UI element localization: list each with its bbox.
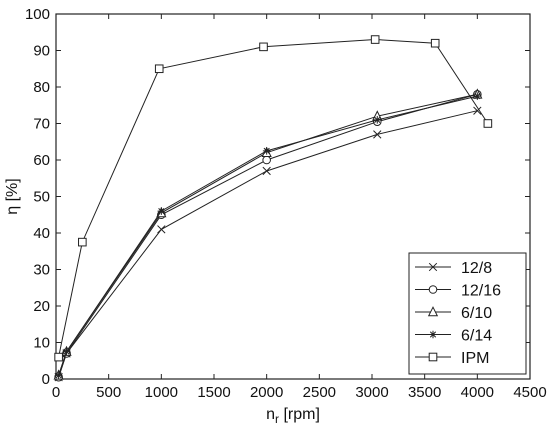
data-point <box>483 119 493 128</box>
series-line <box>58 95 478 376</box>
data-point <box>370 35 380 44</box>
x-tick-label: 2000 <box>250 384 283 401</box>
legend-label: IPM <box>461 350 489 367</box>
data-point <box>262 147 271 155</box>
data-point <box>262 155 271 165</box>
data-point <box>54 352 63 362</box>
legend-marker <box>428 352 438 362</box>
x-tick-label: 4000 <box>461 384 494 401</box>
y-tick-label: 10 <box>33 335 50 352</box>
x-tick-label: 500 <box>96 384 121 401</box>
legend-marker <box>428 285 438 294</box>
y-axis-label: η [%] <box>4 178 21 214</box>
y-tick-label: 90 <box>33 43 50 60</box>
x-tick-label: 4500 <box>513 384 546 401</box>
x-tick-label: 3000 <box>355 384 388 401</box>
data-point <box>373 130 382 139</box>
data-point <box>62 347 71 356</box>
legend-marker <box>429 330 437 339</box>
data-point <box>54 371 63 380</box>
axes-layer: 0 500 1000 1500 2000 2500 3000 3500 4000 4500 0 10 2… <box>4 6 547 426</box>
y-tick-label: 80 <box>33 79 50 96</box>
data-point <box>157 207 166 215</box>
y-tick-label: 40 <box>33 225 50 242</box>
series-6-14 <box>54 92 482 380</box>
y-tick-label: 50 <box>33 189 50 206</box>
legend-item: 6/10 <box>415 305 492 322</box>
data-point <box>259 42 268 52</box>
data-point <box>78 237 87 247</box>
data-point <box>473 106 482 115</box>
y-tick-label: 0 <box>42 371 50 388</box>
series-ipm <box>54 35 493 362</box>
data-point <box>373 116 382 124</box>
y-tick-label: 30 <box>33 262 50 279</box>
legend-label: 12/8 <box>461 260 492 277</box>
data-point <box>262 166 271 176</box>
x-tick-label: 1000 <box>145 384 178 401</box>
series-layer <box>53 35 493 382</box>
legend: 12/8 12/16 6/10 6/14 IPM <box>408 252 527 375</box>
data-point <box>154 64 164 74</box>
data-point <box>430 38 440 48</box>
legend-marker <box>428 262 438 272</box>
y-tick-label: 20 <box>33 298 50 315</box>
y-tick-label: 70 <box>33 116 50 133</box>
legend-marker <box>427 306 439 317</box>
x-tick-label: 0 <box>52 384 60 401</box>
legend-label: 6/14 <box>461 328 492 345</box>
x-tick-label: 3500 <box>408 384 441 401</box>
legend-box <box>408 252 527 375</box>
data-point <box>473 92 482 100</box>
y-tick-label: 100 <box>25 6 50 23</box>
legend-item: 6/14 <box>415 328 492 345</box>
x-axis-label-main: n <box>266 406 275 423</box>
x-axis-label-unit: [rpm] <box>279 406 320 423</box>
legend-label: 6/10 <box>461 305 492 322</box>
legend-item: IPM <box>415 350 489 367</box>
x-axis-label-subscript: r <box>275 412 279 426</box>
legend-label: 12/16 <box>461 283 501 300</box>
y-tick-label: 60 <box>33 152 50 169</box>
legend-item: 12/8 <box>415 260 492 277</box>
data-point <box>157 225 166 234</box>
x-tick-label: 2500 <box>303 384 336 401</box>
x-axis-label: nr [rpm] <box>266 406 320 426</box>
x-tick-label: 1500 <box>197 384 230 401</box>
legend-item: 12/16 <box>415 283 501 300</box>
